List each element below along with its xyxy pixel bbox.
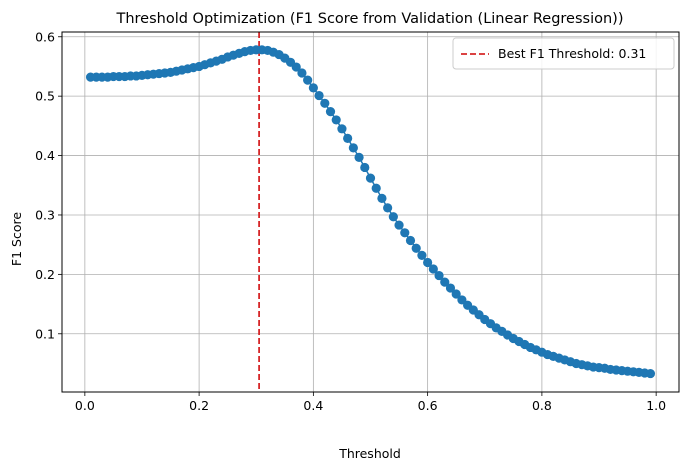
y-tick-label: 0.6 bbox=[35, 29, 55, 44]
legend-box bbox=[452, 37, 675, 70]
data-point bbox=[297, 68, 307, 78]
y-tick-label: 0.3 bbox=[35, 207, 55, 222]
data-point bbox=[377, 193, 387, 203]
data-point bbox=[371, 183, 381, 193]
data-point bbox=[394, 220, 404, 230]
legend: Best F1 Threshold: 0.31 bbox=[452, 37, 675, 70]
chart-title: Threshold Optimization (F1 Score from Va… bbox=[115, 11, 623, 27]
plot-area-frame bbox=[61, 31, 680, 393]
x-tick-label: 0.6 bbox=[418, 398, 438, 413]
y-tick-label: 0.1 bbox=[35, 326, 55, 341]
data-point bbox=[440, 277, 450, 287]
data-point bbox=[411, 243, 421, 253]
x-tick-label: 0.2 bbox=[189, 398, 209, 413]
data-point bbox=[388, 212, 398, 222]
data-point bbox=[434, 270, 444, 281]
data-point bbox=[360, 162, 370, 173]
data-points bbox=[85, 45, 656, 379]
data-point bbox=[325, 107, 336, 117]
data-point bbox=[428, 264, 438, 274]
data-point bbox=[348, 143, 358, 153]
data-point bbox=[445, 283, 456, 293]
y-tick-label: 0.4 bbox=[35, 148, 55, 163]
x-tick-label: 0.4 bbox=[303, 398, 323, 413]
data-point bbox=[308, 83, 318, 93]
data-point bbox=[400, 228, 410, 238]
axis-ticks: 0.0 0.2 0.4 0.6 0.8 1.0 0.1 0.2 0.3 0.4 0.5 0.6 bbox=[35, 29, 666, 413]
data-point bbox=[320, 98, 330, 108]
data-point bbox=[383, 203, 393, 213]
data-point bbox=[365, 173, 376, 183]
data-point bbox=[291, 62, 301, 72]
y-tick-label: 0.5 bbox=[35, 89, 55, 104]
data-point bbox=[405, 235, 416, 246]
x-tick-label: 1.0 bbox=[646, 398, 666, 413]
data-point bbox=[303, 75, 313, 85]
data-point bbox=[337, 124, 347, 134]
data-point bbox=[645, 368, 656, 379]
data-point bbox=[343, 133, 353, 143]
y-axis-label: F1 Score bbox=[9, 212, 24, 266]
x-tick-label: 0.0 bbox=[75, 398, 95, 413]
data-point bbox=[417, 250, 427, 260]
data-point bbox=[423, 257, 433, 268]
data-point bbox=[451, 289, 461, 299]
data-point bbox=[354, 152, 364, 162]
legend-label: Best F1 Threshold: 0.31 bbox=[498, 46, 646, 61]
x-axis-label: Threshold bbox=[338, 446, 401, 461]
x-tick-label: 0.8 bbox=[532, 398, 552, 413]
y-tick-label: 0.2 bbox=[35, 267, 55, 282]
data-point bbox=[331, 115, 341, 125]
data-point bbox=[314, 90, 324, 101]
